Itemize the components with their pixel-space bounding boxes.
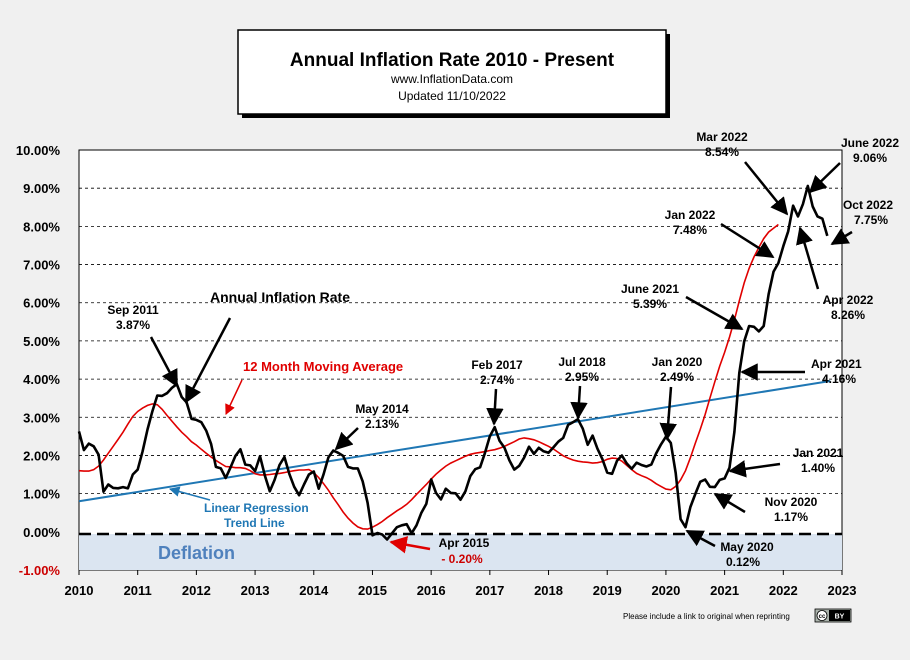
- annotation-sep-2011-value: 3.87%: [116, 318, 150, 332]
- annotation-jun-2022-arrow: [808, 162, 841, 194]
- x-tick-label: 2023: [828, 583, 857, 598]
- annotation-apr-2022-arrow: [796, 226, 820, 290]
- annotation-jul-2018-value: 2.95%: [565, 370, 599, 384]
- annotation-may-2014-date: May 2014: [355, 402, 409, 416]
- y-tick-label: -1.00%: [19, 563, 61, 578]
- annotation-oct-2022-date: Oct 2022: [843, 198, 893, 212]
- annotation-jan-2020-value: 2.49%: [660, 370, 694, 384]
- footer-reprint-note: Please include a link to original when r…: [623, 612, 790, 621]
- deflation-zone: [79, 534, 842, 570]
- x-tick-label: 2013: [241, 583, 270, 598]
- annotation-feb-2017-arrow: [486, 388, 504, 426]
- annotation-may-2020-value: 0.12%: [726, 555, 760, 569]
- chart-title: Annual Inflation Rate 2010 - Present: [290, 50, 615, 71]
- annotation-oct-2022-arrow: [830, 228, 853, 246]
- y-tick-label: 10.00%: [16, 143, 61, 158]
- deflation-label: Deflation: [158, 543, 235, 563]
- annotation-nov-2020-date: Nov 2020: [765, 495, 818, 509]
- annotation-jun-2022-value: 9.06%: [853, 151, 887, 165]
- annotation-jul-2018-date: Jul 2018: [558, 355, 606, 369]
- annotation-jan-2020-arrow: [659, 386, 677, 441]
- chart-url: www.InflationData.com: [390, 72, 513, 86]
- annotation-may-2014-value: 2.13%: [365, 417, 399, 431]
- annotation-nov-2020-value: 1.17%: [774, 510, 808, 524]
- annotation-oct-2022-value: 7.75%: [854, 213, 888, 227]
- x-tick-label: 2016: [417, 583, 446, 598]
- annotation-feb-2017-value: 2.74%: [480, 373, 514, 387]
- y-tick-label: 1.00%: [23, 487, 60, 502]
- x-tick-label: 2012: [182, 583, 211, 598]
- x-tick-label: 2014: [299, 583, 329, 598]
- annual-rate-line: [77, 184, 829, 541]
- annotation-jan-2021-value: 1.40%: [801, 461, 835, 475]
- annotation-jan-2022-arrow: [720, 222, 775, 259]
- cc-license-badge: cc BY: [814, 608, 852, 623]
- y-tick-label: 5.00%: [23, 334, 60, 349]
- annotation-feb-2017-date: Feb 2017: [471, 358, 523, 372]
- annual-rate-label: Annual Inflation Rate: [210, 289, 350, 305]
- y-axis-ticks: 10.00% 9.00% 8.00% 7.00% 6.00% 5.00% 4.00% 3.00…: [16, 143, 61, 578]
- x-tick-label: 2015: [358, 583, 387, 598]
- y-tick-label: 3.00%: [23, 410, 60, 425]
- x-tick-label: 2020: [651, 583, 680, 598]
- annotation-may-2020-date: May 2020: [720, 540, 774, 554]
- y-tick-label: 7.00%: [23, 258, 60, 273]
- x-tick-label: 2022: [769, 583, 798, 598]
- cc-mark: cc: [819, 614, 826, 620]
- annotation-jun-2021-arrow: [685, 295, 744, 331]
- y-tick-label: 4.00%: [23, 372, 60, 387]
- x-tick-label: 2021: [710, 583, 739, 598]
- annotation-mar-2022-arrow: [744, 161, 789, 216]
- y-tick-label: 0.00%: [23, 525, 60, 540]
- regression-trend-line: [78, 380, 831, 503]
- annual-rate-arrow: [184, 317, 232, 404]
- y-tick-label: 6.00%: [23, 296, 60, 311]
- annotation-jul-2018-arrow: [570, 385, 588, 420]
- annotation-jun-2021-value: 5.39%: [633, 297, 667, 311]
- annotation-apr-2021-date: Apr 2021: [811, 357, 862, 371]
- annotation-sep-2011-date: Sep 2011: [107, 303, 159, 317]
- x-tick-label: 2010: [65, 583, 94, 598]
- annotation-mar-2022-value: 8.54%: [705, 145, 739, 159]
- annotation-jan-2022-value: 7.48%: [673, 223, 707, 237]
- x-tick-label: 2019: [593, 583, 622, 598]
- annotation-jan-2020-date: Jan 2020: [652, 355, 703, 369]
- annotation-mar-2022-date: Mar 2022: [696, 130, 748, 144]
- annotation-apr-2015-arrow: [389, 536, 431, 554]
- annotation-apr-2021-value: 4.16%: [822, 372, 856, 386]
- annotation-apr-2015-value: - 0.20%: [441, 552, 483, 566]
- annotation-apr-2022-date: Apr 2022: [823, 293, 874, 307]
- regression-label-line1: Linear Regression: [204, 501, 309, 515]
- x-axis-ticks: 2010 2011 2012 2013 2014 2015 2016 2017 2018 2019…: [65, 570, 857, 598]
- annotation-jan-2021-arrow: [728, 460, 781, 478]
- annotation-may-2014-arrow: [334, 427, 359, 451]
- regression-arrow: [168, 486, 211, 501]
- annotation-jun-2021-date: June 2021: [621, 282, 679, 296]
- gridlines: [79, 187, 842, 495]
- y-tick-label: 2.00%: [23, 448, 60, 463]
- annotation-sep-2011-arrow: [149, 336, 179, 388]
- annotation-jan-2022-date: Jan 2022: [665, 208, 716, 222]
- annotation-may-2020-arrow: [685, 529, 716, 548]
- x-tick-label: 2017: [475, 583, 504, 598]
- annotation-apr-2015-date: Apr 2015: [439, 536, 490, 550]
- y-tick-label: 9.00%: [23, 181, 60, 196]
- plot-area: [78, 149, 843, 571]
- title-box: [237, 29, 667, 115]
- cc-badge-text: BY: [835, 614, 845, 621]
- moving-average-arrow: [225, 379, 243, 415]
- x-tick-label: 2011: [124, 583, 152, 598]
- moving-average-line: [78, 223, 779, 530]
- x-tick-label: 2018: [534, 583, 563, 598]
- annotation-apr-2022-value: 8.26%: [831, 308, 865, 322]
- regression-label-line2: Trend Line: [224, 516, 285, 530]
- annotation-nov-2020-arrow: [713, 492, 746, 514]
- annotation-jun-2022-date: June 2022: [841, 136, 899, 150]
- annotation-jan-2021-date: Jan 2021: [793, 446, 844, 460]
- moving-average-label: 12 Month Moving Average: [243, 359, 403, 374]
- y-tick-label: 8.00%: [23, 219, 60, 234]
- chart-updated: Updated 11/10/2022: [398, 89, 506, 103]
